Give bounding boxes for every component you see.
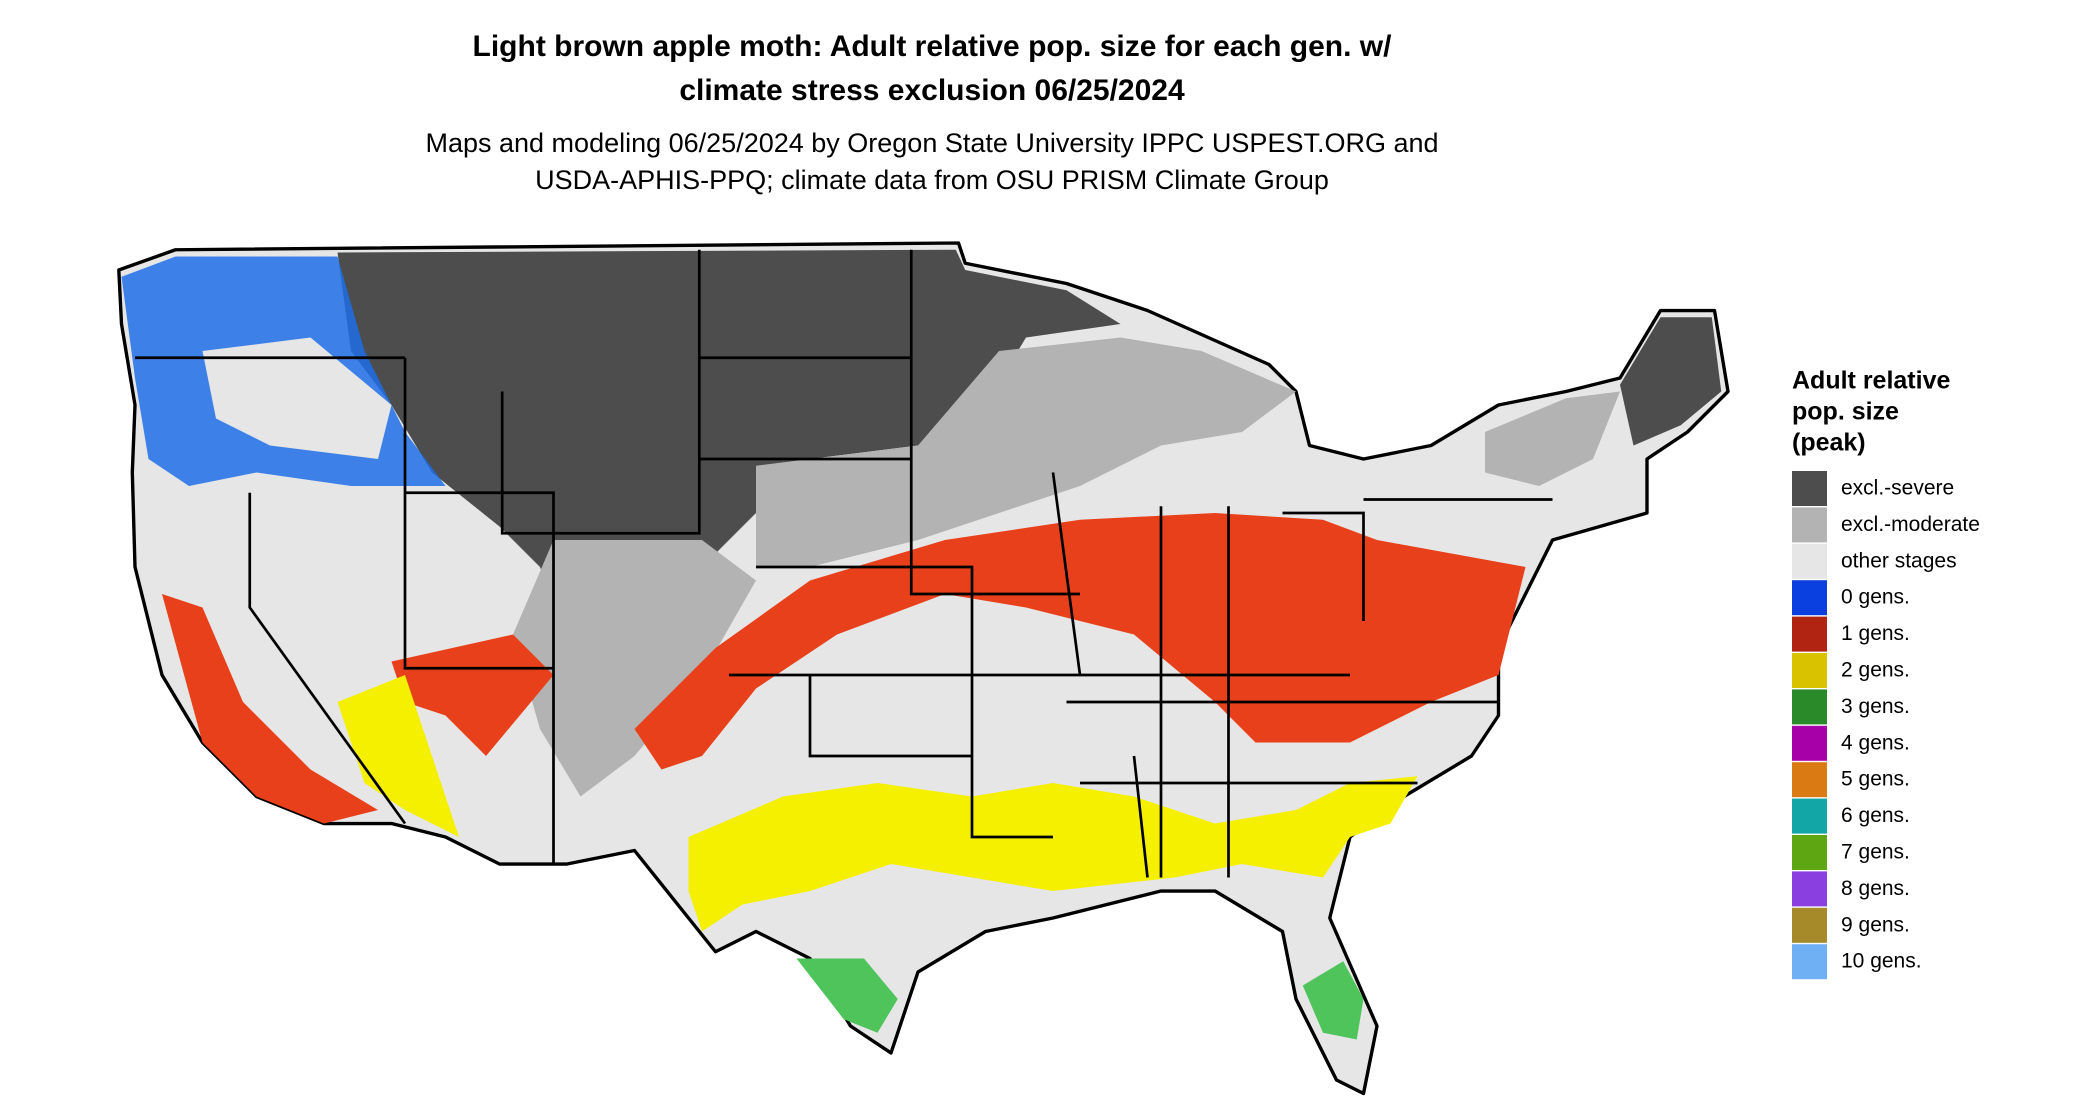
legend: Adult relative pop. size (peak) excl.-sever… (1792, 367, 1980, 980)
other-stages-area (202, 337, 392, 459)
one-gen-area (162, 594, 378, 824)
legend-label: excl.-moderate (1841, 513, 1980, 536)
two-gens-area (337, 675, 459, 837)
excl-moderate-area (513, 540, 756, 797)
legend-swatch (1792, 871, 1827, 907)
map-subtitle: USDA-APHIS-PPQ; climate data from OSU PR… (535, 165, 1329, 195)
legend-label: 8 gens. (1841, 877, 1910, 900)
legend-label: 10 gens. (1841, 950, 1922, 973)
legend-swatch (1792, 944, 1827, 980)
legend-swatch (1792, 907, 1827, 943)
map-subtitle: Maps and modeling 06/25/2024 by Oregon S… (425, 128, 1438, 158)
legend-label: 1 gens. (1841, 622, 1910, 645)
legend-label: 0 gens. (1841, 586, 1910, 609)
legend-swatch (1792, 616, 1827, 652)
legend-swatch (1792, 580, 1827, 616)
legend-swatch (1792, 798, 1827, 834)
legend-label: 6 gens. (1841, 804, 1910, 827)
legend-swatch (1792, 507, 1827, 543)
legend-swatch (1792, 835, 1827, 870)
legend-label: 9 gens. (1841, 913, 1910, 936)
legend-swatch (1792, 725, 1827, 761)
one-gen-area (634, 513, 1526, 770)
legend-label: 5 gens. (1841, 768, 1910, 791)
legend-title: pop. size (1792, 398, 1899, 426)
one-gen-area (391, 634, 554, 756)
legend-swatch (1792, 543, 1827, 579)
legend-swatch (1792, 653, 1827, 688)
excl-severe-area (1620, 317, 1722, 446)
legend-title: Adult relative (1792, 367, 1950, 395)
excl-moderate-area (1485, 391, 1620, 486)
map (117, 241, 1730, 1096)
legend-title: (peak) (1792, 429, 1866, 457)
legend-label: excl.-severe (1841, 477, 1954, 500)
map-title: Light brown apple moth: Adult relative p… (473, 30, 1393, 63)
legend-label: other stages (1841, 549, 1957, 572)
three-gens-area (796, 958, 898, 1033)
legend-swatch (1792, 689, 1827, 725)
legend-label: 7 gens. (1841, 841, 1910, 864)
excl-moderate-area (756, 337, 1296, 567)
legend-swatch (1792, 762, 1827, 798)
excl-severe-area (337, 249, 1121, 675)
legend-label: 3 gens. (1841, 695, 1910, 718)
state-borders (135, 249, 1553, 878)
titles: Light brown apple moth: Adult relative p… (425, 30, 1438, 195)
legend-swatch (1792, 471, 1827, 506)
legend-label: 4 gens. (1841, 731, 1910, 754)
three-gens-area (1302, 961, 1364, 1040)
two-gens-area (688, 776, 1418, 932)
map-title: climate stress exclusion 06/25/2024 (679, 74, 1185, 107)
legend-label: 2 gens. (1841, 659, 1910, 682)
